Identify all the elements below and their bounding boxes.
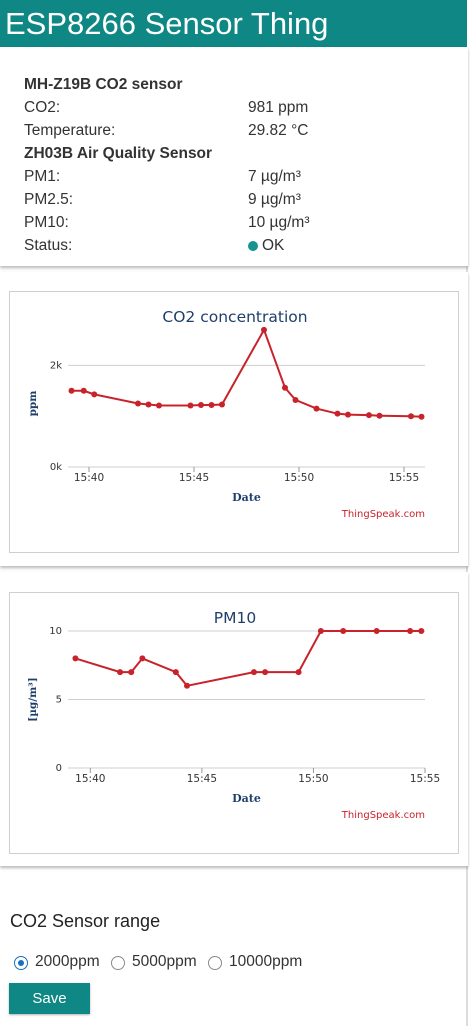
co2-chart: CO2 concentration 0k 2k 15:40 15:45 15:50 15:5… [27,308,425,520]
app-title: ESP8266 Sensor Thing [0,0,467,47]
pm10-chart-card: PM10 0 5 10 15:40 15:45 15:50 15:55 Date [µg/m³] T… [0,572,468,866]
y-tick-label: 10 [49,626,62,637]
data-point [418,413,425,420]
pm10-chart-frame: PM10 0 5 10 15:40 15:45 15:50 15:55 Date [µg/m³] T… [9,592,459,854]
y-axis-label: [µg/m³] [27,677,39,722]
data-point [117,669,124,676]
x-tick-label: 15:50 [284,472,314,484]
co2-label: CO2: [24,99,61,116]
x-tick-label: 15:50 [298,773,328,785]
air-sensor-title: ZH03B Air Quality Sensor [24,145,213,162]
data-point [208,402,215,409]
data-point [198,402,204,409]
data-point [313,405,320,412]
radio-5000-icon[interactable] [111,956,125,970]
data-point [250,669,257,676]
temperature-value: 29.82 °C [248,122,309,139]
data-point [373,628,380,634]
data-point [72,655,79,662]
co2-row: CO2: 981 ppm [24,96,444,119]
y-axis-label: ppm [27,391,39,417]
x-tick-label: 15:40 [75,773,105,785]
series-line [71,327,422,418]
data-point [408,413,414,420]
data-point [282,384,288,391]
data-point [261,326,267,333]
status-row: Status: OK [24,234,444,257]
data-point [68,387,75,394]
range-option-10000-label[interactable]: 10000ppm [229,953,303,970]
data-point [80,387,87,394]
data-point [139,655,146,662]
data-point [376,412,383,419]
x-tick-label: 15:45 [179,472,209,484]
data-point [172,669,179,676]
data-point [340,628,347,634]
y-tick-label: 0 [56,763,62,774]
pm1-value: 7 µg/m³ [248,168,301,185]
pm25-label: PM2.5: [24,191,74,208]
data-point [184,682,190,689]
x-axis-label: Date [232,792,261,805]
chart-title: CO2 concentration [162,308,307,326]
chart-title: PM10 [214,609,256,627]
co2-sensor-title: MH-Z19B CO2 sensor [24,76,183,93]
status-value: OK [262,237,285,254]
data-point [407,628,414,634]
x-tick-label: 15:55 [389,472,419,484]
radio-2000-icon[interactable] [14,956,28,970]
y-tick-label: 5 [56,695,62,706]
temperature-label: Temperature: [24,122,116,139]
pm1-row: PM1: 7 µg/m³ [24,165,444,188]
chart-credit: ThingSpeak.com [341,810,425,821]
data-point [262,669,269,676]
co2-value: 981 ppm [248,99,309,116]
radio-10000-icon[interactable] [208,956,222,970]
data-point [128,669,135,676]
x-tick-label: 15:45 [187,773,217,785]
co2-chart-frame: CO2 concentration 0k 2k 15:40 15:45 15:50 15:5… [9,291,459,553]
range-option-5000-label[interactable]: 5000ppm [132,953,197,970]
data-point [295,669,302,676]
x-axis-label: Date [232,491,261,504]
data-point [366,412,372,419]
range-option-2000-label[interactable]: 2000ppm [35,953,100,970]
data-point [135,400,141,407]
data-point [292,396,299,403]
temperature-row: Temperature: 29.82 °C [24,119,444,142]
pm10-chart: PM10 0 5 10 15:40 15:45 15:50 15:55 Date [µg/m³] T… [27,609,440,821]
data-point [345,411,351,418]
series-line [75,630,422,687]
pm1-label: PM1: [24,168,61,185]
data-point [418,628,425,634]
data-point [187,402,194,409]
co2-range-title: CO2 Sensor range [10,911,161,931]
data-point [91,391,98,398]
chart-credit: ThingSpeak.com [341,509,425,520]
y-tick-label: 2k [50,360,62,371]
pm10-row: PM10: 10 µg/m³ [24,211,444,234]
sensor-card: MH-Z19B CO2 sensor CO2: 981 ppm Temperat… [0,47,468,266]
data-point [317,628,324,634]
save-button[interactable]: Save [9,983,90,1014]
status-value-wrap: OK [248,234,284,257]
x-tick-label: 15:40 [74,472,104,484]
data-point [219,401,225,408]
data-point [156,402,162,409]
status-dot-icon [248,241,258,251]
data-point [145,401,152,408]
pm10-value: 10 µg/m³ [248,214,310,231]
data-point [334,410,341,417]
y-tick-label: 0k [50,462,62,473]
pm25-row: PM2.5: 9 µg/m³ [24,188,444,211]
x-tick-label: 15:55 [410,773,440,785]
pm25-value: 9 µg/m³ [248,191,301,208]
pm10-label: PM10: [24,214,69,231]
co2-chart-card: CO2 concentration 0k 2k 15:40 15:45 15:50 15:5… [0,272,468,566]
status-label: Status: [24,237,73,254]
